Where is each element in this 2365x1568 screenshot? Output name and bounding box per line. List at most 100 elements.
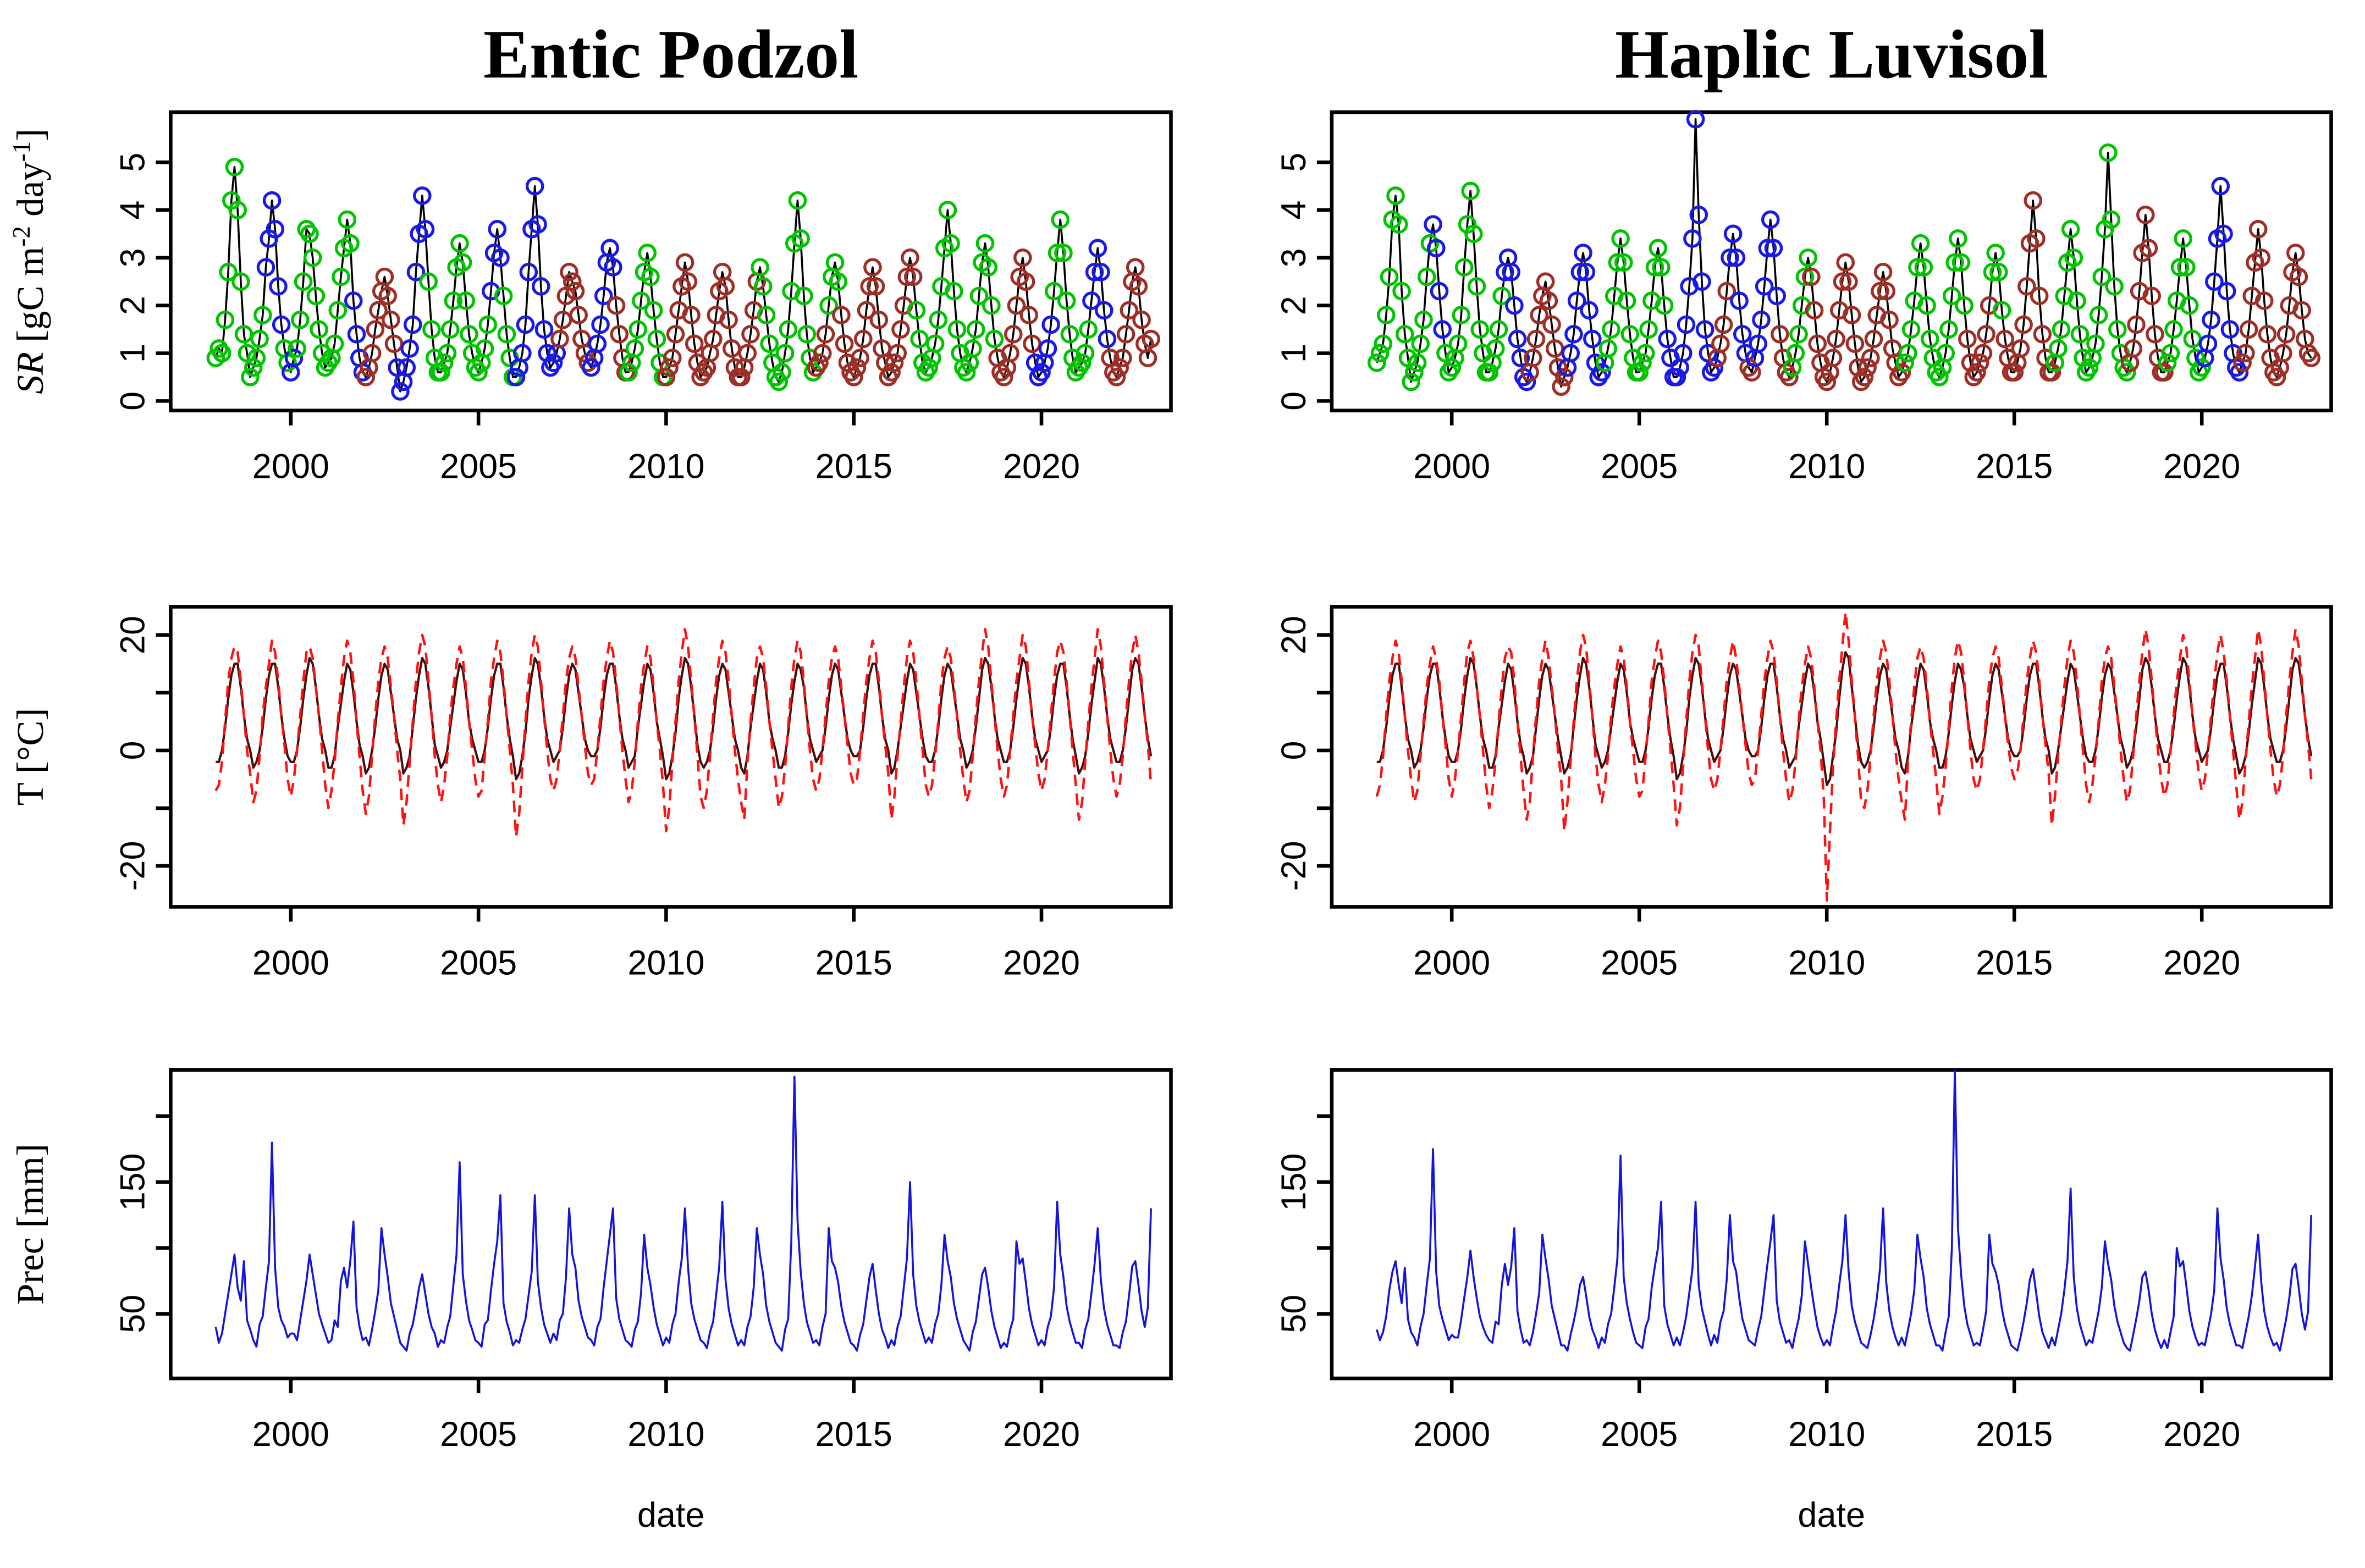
y-tick-label: 0: [113, 391, 152, 411]
data-point: [791, 229, 810, 248]
data-point: [1411, 334, 1430, 354]
data-point: [741, 325, 760, 344]
data-point: [2033, 325, 2052, 344]
data-point: [632, 291, 650, 310]
plot-box: [1330, 1068, 2333, 1381]
data-point: [2127, 315, 2146, 334]
data-point: [1564, 325, 1583, 344]
data-point: [1536, 272, 1555, 291]
data-point: [1970, 353, 1989, 372]
data-point: [775, 344, 795, 363]
y-tick-label: -20: [1275, 841, 1313, 891]
data-point: [1602, 320, 1620, 339]
data-point: [1711, 334, 1730, 354]
data-point: [985, 329, 1004, 349]
data-point: [1873, 263, 1893, 281]
data-point: [903, 267, 923, 286]
data-point: [1126, 258, 1145, 277]
plot-box: [1330, 110, 2333, 413]
data-point: [660, 358, 679, 377]
data-point: [2274, 344, 2292, 363]
y-tick-label: 3: [1275, 248, 1313, 267]
x-tick-label: 2010: [1788, 1415, 1865, 1454]
data-point: [569, 306, 588, 324]
data-point: [1827, 329, 1845, 349]
data-point: [328, 301, 348, 320]
data-point: [588, 334, 607, 354]
data-point: [925, 334, 945, 354]
data-point: [544, 353, 563, 372]
y-tick-label: 0: [1275, 391, 1313, 411]
data-point: [941, 234, 960, 253]
data-point: [663, 349, 682, 367]
data-point: [1389, 215, 1408, 234]
data-point: [338, 210, 357, 229]
x-tick-label: 2020: [2163, 448, 2240, 486]
data-point: [1138, 349, 1157, 367]
data-point: [751, 258, 769, 277]
data-point: [1805, 301, 1824, 320]
data-point: [294, 272, 313, 291]
x-tick-label: 2015: [815, 1415, 892, 1454]
data-point: [1695, 320, 1715, 339]
data-point: [406, 263, 426, 281]
x-tick-label: 2005: [440, 448, 517, 486]
data-point: [1727, 248, 1746, 267]
x-tick-label: 2015: [815, 448, 892, 486]
x-tick-label: 2005: [440, 943, 517, 982]
data-point: [219, 263, 238, 281]
x-tick-label: 2020: [1003, 943, 1080, 982]
y-tick-label: 0: [113, 741, 152, 760]
data-point: [1098, 329, 1117, 349]
data-point: [519, 263, 538, 281]
data-point: [2052, 320, 2071, 339]
data-point: [1892, 363, 1911, 382]
data-point: [975, 234, 995, 253]
data-point: [478, 315, 497, 334]
data-point: [397, 358, 416, 377]
data-point: [1592, 363, 1611, 382]
x-tick-label: 2000: [252, 943, 329, 982]
x-tick-label: 2020: [1003, 448, 1080, 486]
data-point: [566, 281, 585, 301]
data-point: [560, 263, 578, 281]
data-point: [929, 311, 948, 329]
data-point: [253, 306, 272, 324]
data-point: [825, 253, 845, 272]
data-point: [1539, 291, 1558, 310]
data-point: [247, 349, 266, 367]
data-point: [1433, 320, 1452, 339]
y-tick-label: 50: [1275, 1295, 1313, 1333]
data-point: [945, 281, 963, 301]
data-point: [1677, 315, 1696, 334]
data-point: [460, 325, 478, 344]
data-point: [1492, 286, 1511, 306]
data-point: [604, 258, 622, 277]
data-point: [2302, 349, 2321, 367]
data-point: [1082, 291, 1101, 310]
data-point: [234, 325, 253, 344]
x-tick-label: 2005: [1601, 943, 1678, 982]
data-point: [1561, 344, 1580, 363]
data-point: [475, 339, 494, 358]
plot-box: [169, 1068, 1173, 1381]
data-point: [1930, 368, 1949, 387]
data-point: [1016, 272, 1035, 291]
data-point: [1895, 353, 1914, 372]
data-point: [2146, 325, 2164, 344]
data-point: [2177, 258, 2196, 277]
data-point: [1405, 363, 1424, 382]
data-point: [795, 286, 813, 306]
data-point: [2105, 277, 2124, 296]
data-point: [2205, 272, 2224, 291]
data-point: [1717, 281, 1736, 301]
data-point: [582, 358, 600, 377]
data-point: [2258, 325, 2277, 344]
y-tick-label: 1: [1275, 344, 1313, 363]
series-line-precipitation-monthly: [1376, 1069, 2313, 1352]
x-tick-label: 2020: [2163, 1415, 2240, 1454]
data-point: [266, 220, 285, 239]
data-point: [332, 267, 350, 286]
